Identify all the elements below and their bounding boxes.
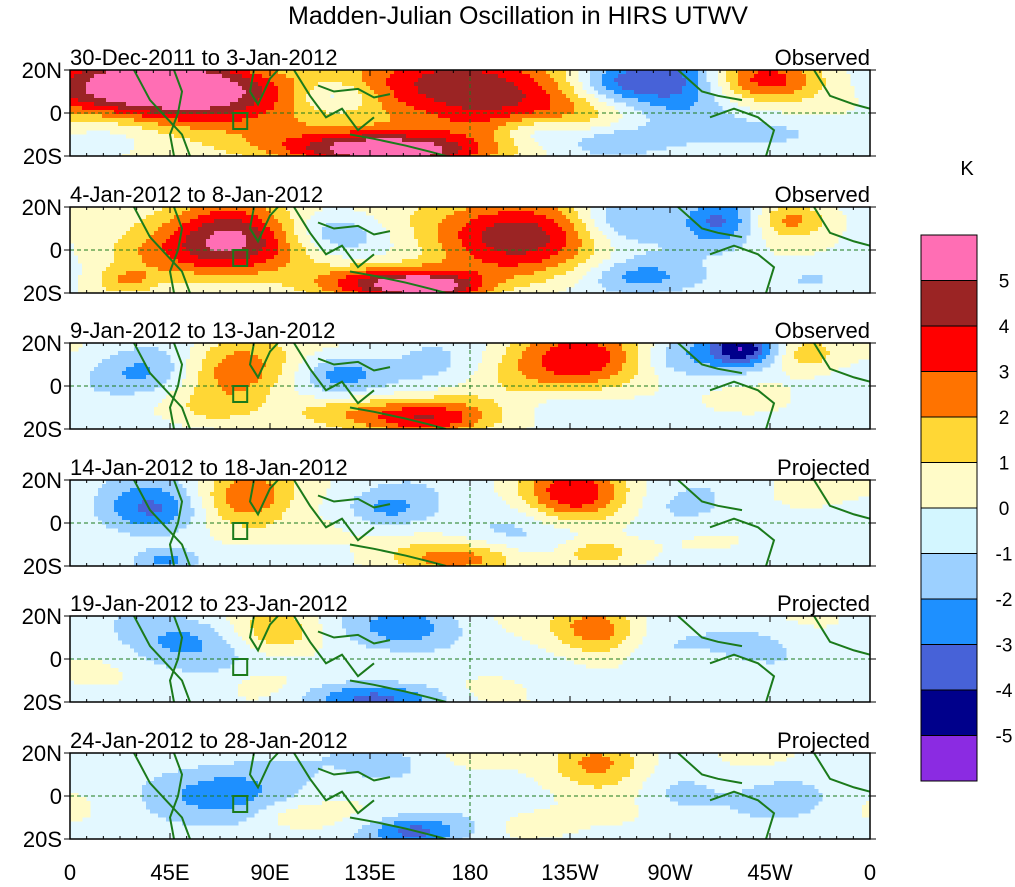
colorbar-tick-label: 3 bbox=[999, 363, 1010, 384]
y-tick-label: 20S bbox=[23, 281, 62, 306]
y-tick-label: 20S bbox=[23, 554, 62, 579]
x-axis: 0 45E 90E 135E 180 135W 90W 45W 0 bbox=[64, 860, 876, 885]
colorbar-tick-label: -3 bbox=[996, 636, 1013, 657]
panel-status-label: Projected bbox=[777, 591, 870, 616]
y-tick-label: 20S bbox=[23, 144, 62, 169]
chart-title: Madden-Julian Oscillation in HIRS UTWV bbox=[288, 2, 748, 30]
panel-1: 20N 0 20S 30-Dec-2011 to 3-Jan-2012 Observed bbox=[22, 45, 876, 169]
y-tick-label: 20N bbox=[22, 58, 62, 83]
colorbar-swatch bbox=[920, 689, 978, 736]
panel-status-label: Observed bbox=[775, 318, 870, 343]
panel-period-label: 9-Jan-2012 to 13-Jan-2012 bbox=[70, 318, 335, 343]
colorbar: K 5 4 3 2 1 0 -1 -2 -3 -4 -5 bbox=[920, 158, 1013, 782]
y-tick-label: 20S bbox=[23, 690, 62, 715]
coastlines bbox=[133, 616, 870, 702]
panel-period-label: 14-Jan-2012 to 18-Jan-2012 bbox=[70, 455, 348, 480]
panel-status-label: Projected bbox=[777, 455, 870, 480]
y-tick-label: 20N bbox=[22, 195, 62, 220]
x-tick-label: 0 bbox=[864, 860, 876, 885]
coastlines bbox=[133, 753, 870, 839]
x-tick-label: 0 bbox=[64, 860, 76, 885]
colorbar-swatch bbox=[920, 553, 978, 600]
y-tick-label: 0 bbox=[50, 511, 62, 536]
x-tick-label: 45W bbox=[747, 860, 792, 885]
colorbar-swatch bbox=[920, 735, 978, 782]
colorbar-swatch bbox=[920, 416, 978, 463]
colorbar-swatch bbox=[920, 371, 978, 418]
colorbar-tick-label: 1 bbox=[999, 454, 1010, 475]
y-tick-label: 20N bbox=[22, 604, 62, 629]
y-tick-label: 0 bbox=[50, 784, 62, 809]
coastlines bbox=[133, 70, 870, 156]
colorbar-swatch bbox=[920, 234, 978, 281]
colorbar-swatch bbox=[920, 507, 978, 554]
panel-status-label: Observed bbox=[775, 182, 870, 207]
panel-period-label: 19-Jan-2012 to 23-Jan-2012 bbox=[70, 591, 348, 616]
colorbar-tick-label: -4 bbox=[996, 681, 1013, 702]
panel-status-label: Projected bbox=[777, 728, 870, 753]
y-tick-label: 0 bbox=[50, 647, 62, 672]
panel-6: 20N 0 20S 24-Jan-2012 to 28-Jan-2012 Project… bbox=[22, 728, 876, 852]
colorbar-tick-label: 2 bbox=[999, 408, 1010, 429]
panels: 20N 0 20S 30-Dec-2011 to 3-Jan-2012 Observed… bbox=[22, 45, 876, 852]
colorbar-tick-label: -5 bbox=[996, 727, 1013, 748]
colorbar-swatch bbox=[920, 598, 978, 645]
x-tick-label: 180 bbox=[452, 860, 489, 885]
colorbar-tick-label: -1 bbox=[996, 545, 1013, 566]
colorbar-swatch bbox=[920, 462, 978, 509]
y-tick-label: 20S bbox=[23, 417, 62, 442]
x-tick-label: 90E bbox=[250, 860, 289, 885]
y-tick-label: 0 bbox=[50, 238, 62, 263]
panel-period-label: 4-Jan-2012 to 8-Jan-2012 bbox=[70, 182, 323, 207]
colorbar-swatch bbox=[920, 644, 978, 691]
y-tick-label: 0 bbox=[50, 101, 62, 126]
colorbar-units-label: K bbox=[960, 158, 974, 180]
y-tick-label: 20N bbox=[22, 741, 62, 766]
panel-2: 20N 0 20S 4-Jan-2012 to 8-Jan-2012 Observed bbox=[22, 182, 876, 306]
x-tick-label: 135E bbox=[344, 860, 395, 885]
y-tick-label: 0 bbox=[50, 374, 62, 399]
panel-period-label: 30-Dec-2011 to 3-Jan-2012 bbox=[70, 45, 337, 70]
colorbar-swatch bbox=[920, 280, 978, 327]
panel-4: 20N 0 20S 14-Jan-2012 to 18-Jan-2012 Project… bbox=[22, 455, 876, 579]
y-tick-label: 20S bbox=[23, 827, 62, 852]
colorbar-tick-label: 0 bbox=[999, 499, 1010, 520]
panel-3: 20N 0 20S 9-Jan-2012 to 13-Jan-2012 Observed bbox=[22, 318, 876, 442]
x-tick-label: 90W bbox=[647, 860, 692, 885]
x-tick-label: 45E bbox=[150, 860, 189, 885]
panel-5: 20N 0 20S 19-Jan-2012 to 23-Jan-2012 Project… bbox=[22, 591, 876, 715]
colorbar-tick-label: 4 bbox=[999, 317, 1010, 338]
y-tick-label: 20N bbox=[22, 331, 62, 356]
y-tick-label: 20N bbox=[22, 468, 62, 493]
colorbar-tick-label: 5 bbox=[999, 272, 1010, 293]
panel-status-label: Observed bbox=[775, 45, 870, 70]
colorbar-tick-label: -2 bbox=[996, 590, 1013, 611]
x-tick-label: 135W bbox=[541, 860, 599, 885]
panel-period-label: 24-Jan-2012 to 28-Jan-2012 bbox=[70, 728, 348, 753]
coastlines bbox=[133, 343, 870, 429]
colorbar-swatch bbox=[920, 325, 978, 372]
